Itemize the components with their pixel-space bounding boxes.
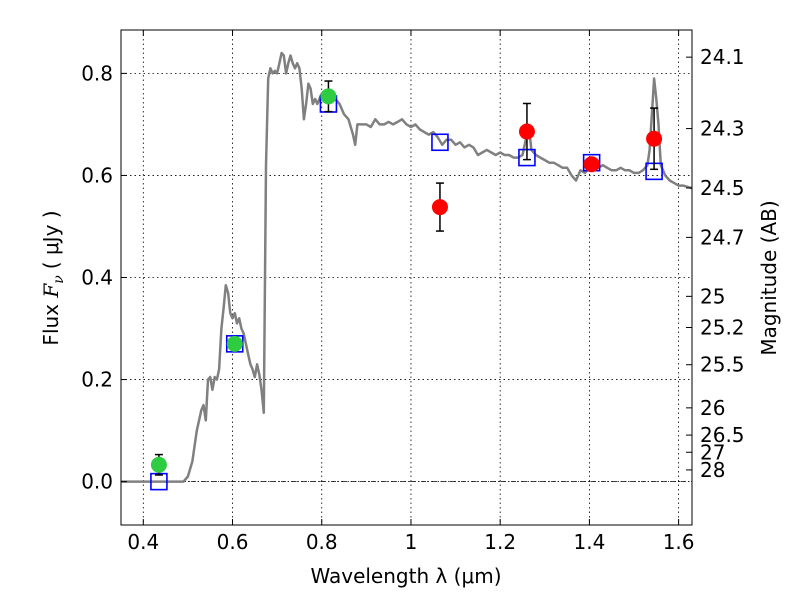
y2-axis-label: Magnitude (AB) (757, 200, 781, 355)
x-tick-label: 1.2 (484, 530, 516, 554)
observed-flux-point (226, 335, 243, 352)
y-axis-label-unit: ( μJy ) (39, 210, 63, 269)
x-tick-label: 1 (405, 530, 418, 554)
model-spectrum-line (121, 51, 692, 483)
x-tick-label: 1.6 (663, 530, 695, 554)
axes: 0.4 0.6 0.8 1 1.2 1.4 1.6 0.0 0.2 0.4 0.6 0.8 24.1 24… (81, 29, 745, 554)
y-axis-label-prefix: Flux (39, 298, 63, 346)
model-flux-square (431, 133, 449, 152)
x-tick-label: 1.4 (573, 530, 605, 554)
x-tick-label: 0.8 (306, 530, 338, 554)
y-axis-label: Flux Fν ( μJy ) (39, 210, 67, 345)
x-tick-label: 0.6 (217, 530, 249, 554)
plot-area (121, 30, 692, 525)
y2-tick-label: 24.7 (700, 225, 745, 249)
observed-flux-point (518, 123, 535, 140)
y2-tick-label: 25.2 (700, 316, 745, 340)
series-group (121, 51, 692, 491)
y2-tick-label: 26 (700, 396, 725, 420)
y2-tick-label: 25 (700, 284, 725, 308)
y2-tick-label: 24.1 (700, 45, 745, 69)
y-axis-label-subscript: ν (51, 275, 67, 284)
y2-tick-label: 27 (700, 440, 725, 464)
observed-flux-point (431, 199, 448, 216)
y-tick-label: 0.0 (81, 470, 113, 494)
y-tick-label: 0.2 (81, 368, 113, 392)
x-tick-label: 0.4 (127, 530, 159, 554)
observed-flux-point (150, 456, 167, 473)
y2-tick-label: 24.5 (700, 176, 745, 200)
y2-tick-label: 25.5 (700, 353, 745, 377)
observed-flux-point (583, 156, 600, 173)
y-tick-label: 0.4 (81, 266, 113, 290)
y2-tick-label: 26.5 (700, 423, 745, 447)
y-tick-label: 0.8 (81, 61, 113, 85)
y-tick-label: 0.6 (81, 163, 113, 187)
x-axis-label: Wavelength λ (μm) (310, 564, 501, 588)
y2-tick-label: 28 (700, 458, 725, 482)
y-axis-label-symbol: F (39, 283, 63, 299)
y2-tick-label: 24.3 (700, 117, 745, 141)
observed-flux-point (320, 88, 337, 105)
observed-flux-point (646, 130, 663, 147)
